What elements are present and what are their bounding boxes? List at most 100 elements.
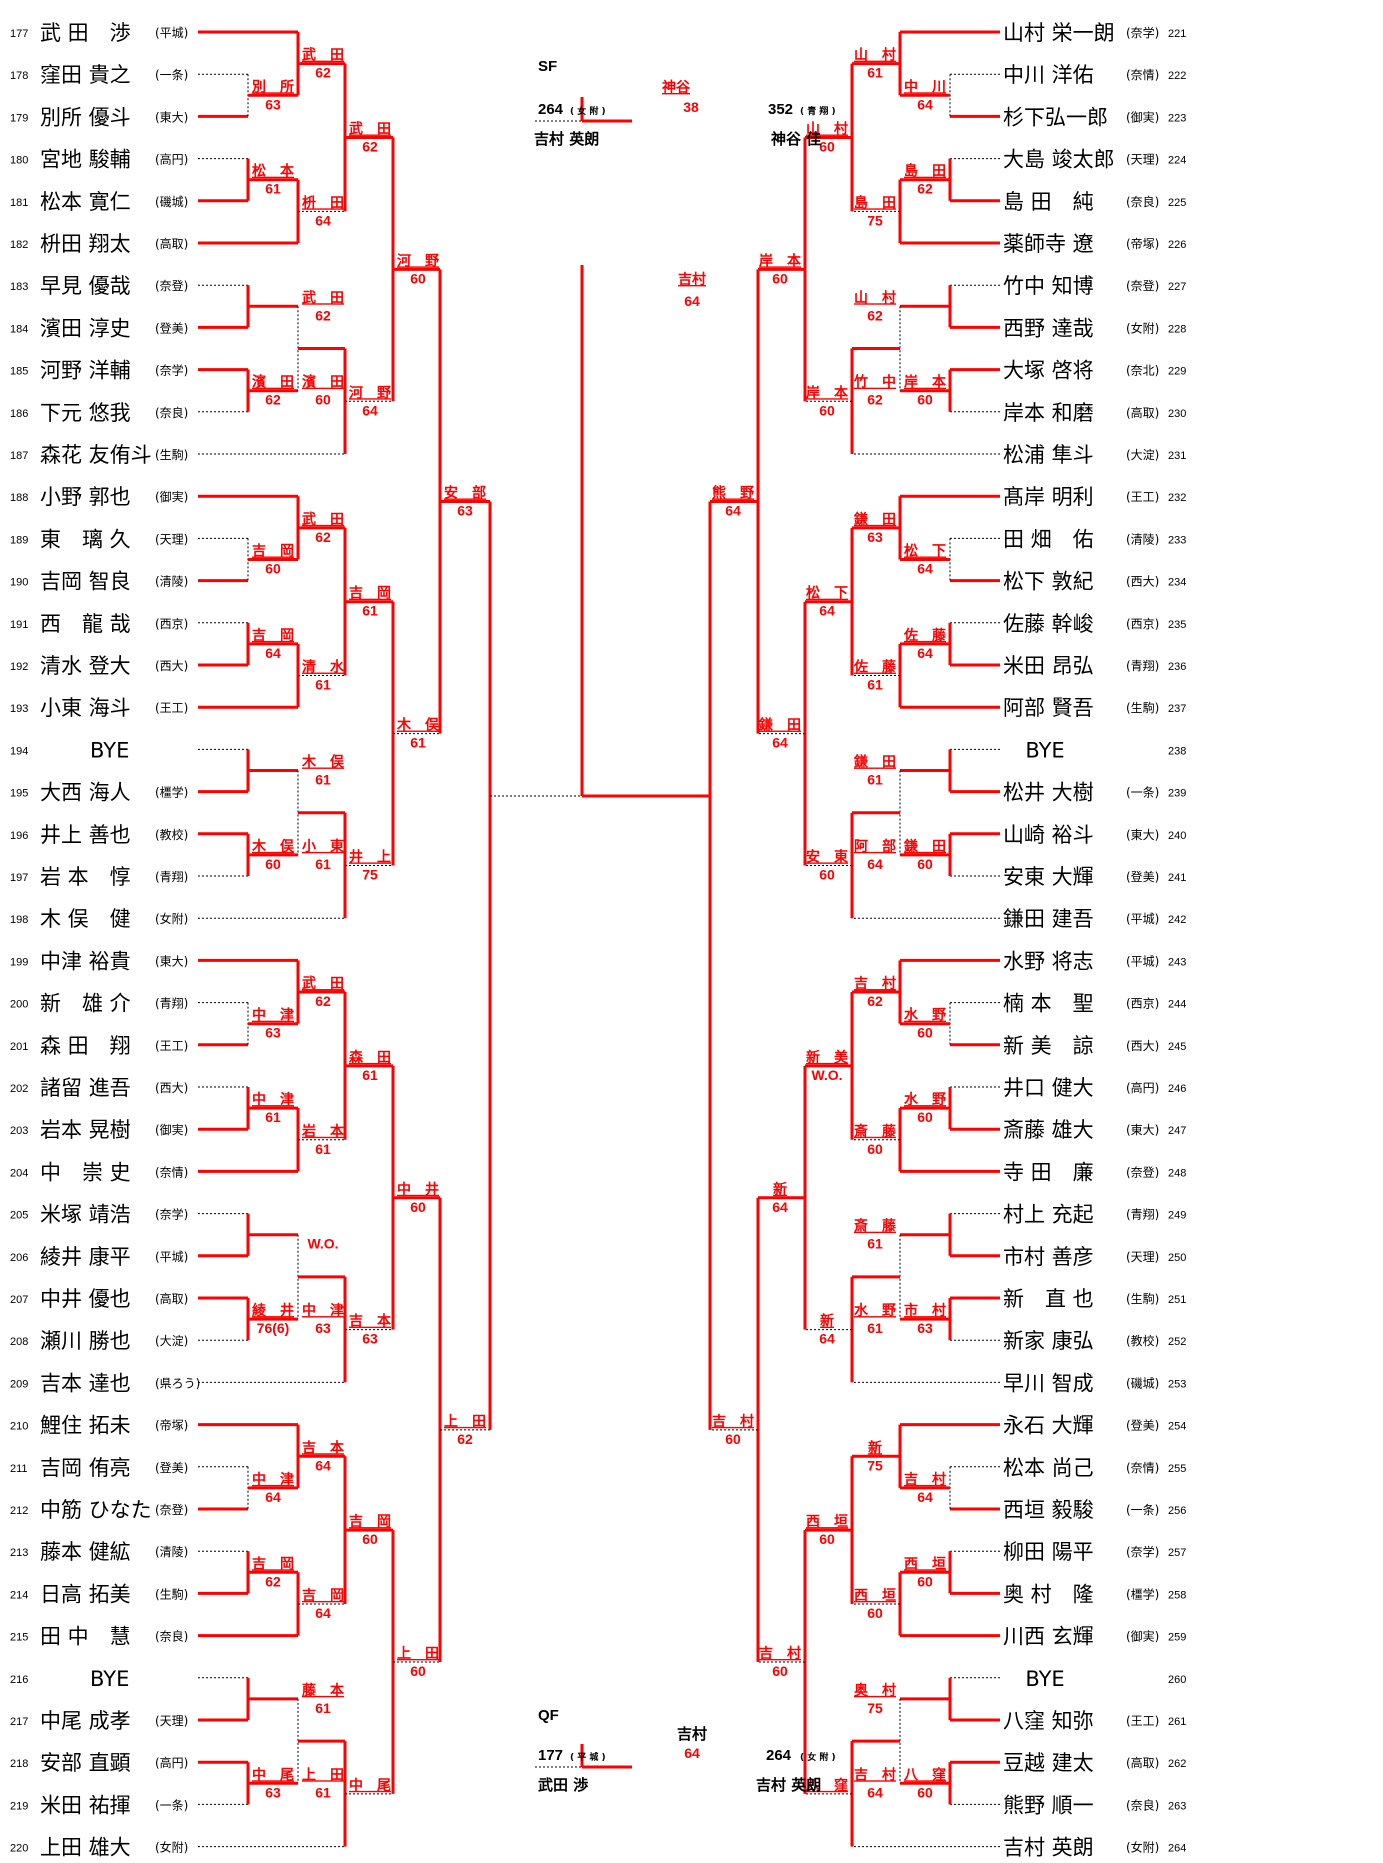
winner-score: 63 (917, 1320, 933, 1336)
winner-score: 62 (315, 307, 331, 323)
player-number: 208 (10, 1336, 28, 1348)
sf-winner-name: 神谷 (662, 79, 691, 96)
player-number: 247 (1168, 1125, 1186, 1137)
winner-name: 水 野 (904, 1091, 946, 1108)
player-number: 210 (10, 1421, 28, 1433)
winner-name: 吉 岡 (349, 585, 391, 602)
player-number: 227 (1168, 281, 1186, 293)
player-number: 261 (1168, 1716, 1186, 1728)
winner-name: 鎌 田 (853, 511, 896, 528)
winner-score: 60 (265, 856, 281, 872)
winner-score: 64 (725, 502, 741, 518)
player-school: (登美) (155, 320, 188, 335)
player-school: (平城) (1126, 954, 1159, 968)
player-school: (西京) (1126, 997, 1159, 1011)
winner-name: 岸 本 (806, 384, 849, 401)
qf-right-name: 吉村 英朗 (756, 1776, 821, 1794)
winner-score: 60 (819, 1531, 835, 1547)
winner-name: 熊 野 (712, 484, 754, 501)
player-school: (西京) (1126, 617, 1159, 631)
player-name: 宮地 駿輔 (40, 148, 131, 172)
winner-score: 64 (819, 1331, 835, 1347)
winner-score: 60 (772, 1663, 788, 1679)
player-school: (御実) (1126, 1629, 1159, 1644)
player-school: (大淀) (155, 1334, 188, 1348)
player-name: 松本 尚己 (1003, 1456, 1094, 1480)
player-name: 武 田 渉 (40, 21, 131, 45)
player-school: (清陵) (155, 575, 188, 589)
player-number: 213 (10, 1547, 28, 1559)
player-name: 下元 悠我 (40, 401, 131, 425)
player-name: 鎌田 建吾 (1003, 907, 1094, 931)
player-name: 永石 大輝 (1003, 1414, 1094, 1438)
player-name: BYE (1025, 1667, 1064, 1691)
winner-name: 島 田 (854, 194, 896, 211)
winner-score: 62 (265, 1573, 281, 1589)
winner-name: 木 俣 (396, 717, 440, 734)
player-name: 河野 洋輔 (40, 359, 131, 383)
winner-score: 64 (917, 96, 933, 112)
player-school: (奈情) (1126, 68, 1159, 82)
player-school: (東大) (155, 110, 188, 124)
player-name: 斎藤 雄大 (1003, 1118, 1094, 1142)
qf-left-name: 武田 渉 (538, 1776, 588, 1794)
winner-score: 60 (410, 1663, 426, 1679)
winner-score: 61 (315, 1784, 331, 1800)
winner-score: 64 (867, 856, 883, 872)
player-number: 239 (1168, 788, 1186, 800)
player-school: (高円) (155, 152, 188, 167)
player-number: 242 (1168, 914, 1186, 926)
player-name: 熊野 順一 (1003, 1793, 1094, 1817)
player-name: 寺 田 廉 (1003, 1160, 1094, 1184)
winner-name: 岸 本 (759, 252, 802, 269)
winner-name: 島 田 (904, 163, 946, 180)
player-name: 米田 祐揮 (40, 1793, 131, 1817)
player-name: 中井 優也 (40, 1287, 131, 1311)
player-school: (王工) (155, 1039, 188, 1053)
player-name: 藤本 健絋 (40, 1540, 131, 1564)
winner-name: 濱 田 (302, 374, 344, 391)
player-name: 早見 優哉 (40, 274, 131, 298)
winner-name: 中 津 (252, 1091, 294, 1108)
winner-score: 61 (362, 603, 378, 619)
player-name: 岸本 和磨 (1003, 401, 1094, 425)
final-winner: 吉村 64 (678, 271, 706, 309)
player-school: (青翔) (155, 870, 188, 884)
player-number: 219 (10, 1800, 28, 1812)
player-school: (磯城) (155, 195, 188, 209)
champion-score: 64 (684, 293, 700, 309)
champion-name: 吉村 (678, 271, 706, 288)
player-name: 豆越 建太 (1003, 1751, 1094, 1775)
winner-name: 吉 岡 (349, 1513, 391, 1530)
player-school: (高取) (1126, 1755, 1159, 1770)
winner-score: 61 (315, 1700, 331, 1716)
sf-winner-score: 38 (683, 99, 699, 115)
player-number: 192 (10, 661, 28, 673)
player-school: (西大) (155, 1081, 188, 1095)
winner-name: 武 田 (302, 511, 344, 528)
player-name: 佐藤 幹峻 (1003, 612, 1094, 636)
winner-score: 62 (265, 392, 281, 408)
winner-score: 60 (315, 392, 331, 408)
winner-name: 藤 本 (302, 1682, 345, 1699)
qf-label: QF (538, 1707, 559, 1724)
player-school: (奈学) (1126, 25, 1159, 40)
winner-name: 斎 藤 (854, 1123, 897, 1140)
winner-name: 水 野 (904, 1007, 946, 1024)
winner-name: 吉 村 (759, 1645, 801, 1662)
player-number: 241 (1168, 872, 1186, 884)
winner-name: 中 津 (252, 1471, 294, 1488)
winner-score: 75 (362, 866, 378, 882)
winner-score: 61 (867, 677, 883, 693)
player-school: (東大) (1126, 828, 1159, 842)
winner-name: 中 尾 (349, 1777, 391, 1794)
winner-score: 60 (265, 561, 281, 577)
winner-name: 清 水 (302, 659, 345, 676)
winner-score: 60 (725, 1431, 741, 1447)
winner-name: 小 東 (302, 838, 344, 855)
player-name: 柳田 陽平 (1003, 1540, 1094, 1564)
player-number: 244 (1168, 999, 1186, 1011)
player-school: (登美) (1126, 869, 1159, 884)
winner-name: 河 野 (397, 252, 439, 269)
winner-score: 62 (315, 65, 331, 81)
